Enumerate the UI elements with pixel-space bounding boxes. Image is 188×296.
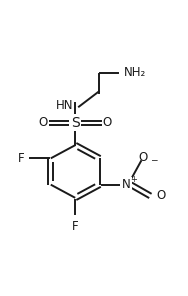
Text: F: F [72,221,79,233]
Text: N: N [122,178,130,191]
Text: −: − [150,155,158,164]
Text: S: S [71,116,80,130]
Text: F: F [18,152,24,165]
Text: NH₂: NH₂ [124,66,146,79]
Text: HN: HN [56,99,73,112]
Text: +: + [130,175,137,184]
Text: O: O [138,151,148,164]
Text: O: O [39,116,48,129]
Text: O: O [156,189,165,202]
Text: O: O [102,116,112,129]
